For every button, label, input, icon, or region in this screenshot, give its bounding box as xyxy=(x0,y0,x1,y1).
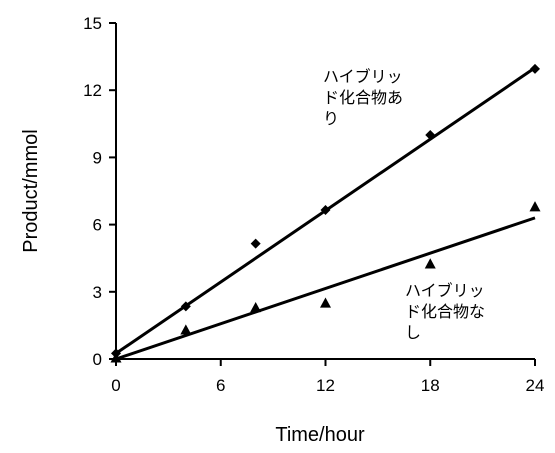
annotation-series-2-line: ハイブリッ xyxy=(405,281,485,300)
x-tick-label: 18 xyxy=(421,376,440,395)
triangle-point xyxy=(320,297,331,308)
diamond-point xyxy=(320,205,331,216)
trendline-series-2 xyxy=(115,216,536,361)
annotation-series-2-line: ド化合物な xyxy=(405,302,485,321)
annotation-series-1-line: ハイブリッ xyxy=(323,67,403,86)
annotation-series-1-line: り xyxy=(323,109,339,128)
triangle-point xyxy=(529,201,541,212)
x-axis-title: Time/hour xyxy=(275,424,365,446)
y-tick-label: 12 xyxy=(83,81,102,100)
ticks: 0 3 6 9 12 15 0 6 12 18 24 xyxy=(83,14,544,395)
diamond-point xyxy=(530,63,540,74)
triangle-point xyxy=(424,258,436,269)
y-tick-label: 15 xyxy=(83,14,102,33)
diamond-point xyxy=(425,130,436,140)
y-tick-label: 6 xyxy=(93,216,102,235)
y-axis-title: Product/mmol xyxy=(20,129,42,252)
triangle-point xyxy=(180,324,192,335)
x-tick-label: 6 xyxy=(216,376,225,395)
triangle-point xyxy=(250,301,262,313)
diamond-point xyxy=(250,238,261,249)
y-tick-label: 9 xyxy=(93,148,102,167)
data-points xyxy=(110,63,541,363)
x-tick-label: 12 xyxy=(316,376,335,395)
x-tick-label: 24 xyxy=(526,376,545,395)
annotation-series-1-line: ド化合物あ xyxy=(323,88,403,107)
x-tick-label: 0 xyxy=(111,376,120,395)
annotation-series-2-line: し xyxy=(405,323,421,342)
diamond-point xyxy=(180,301,191,312)
y-tick-label: 0 xyxy=(93,350,102,369)
triangle-point xyxy=(110,352,122,363)
y-tick-label: 3 xyxy=(93,283,102,302)
